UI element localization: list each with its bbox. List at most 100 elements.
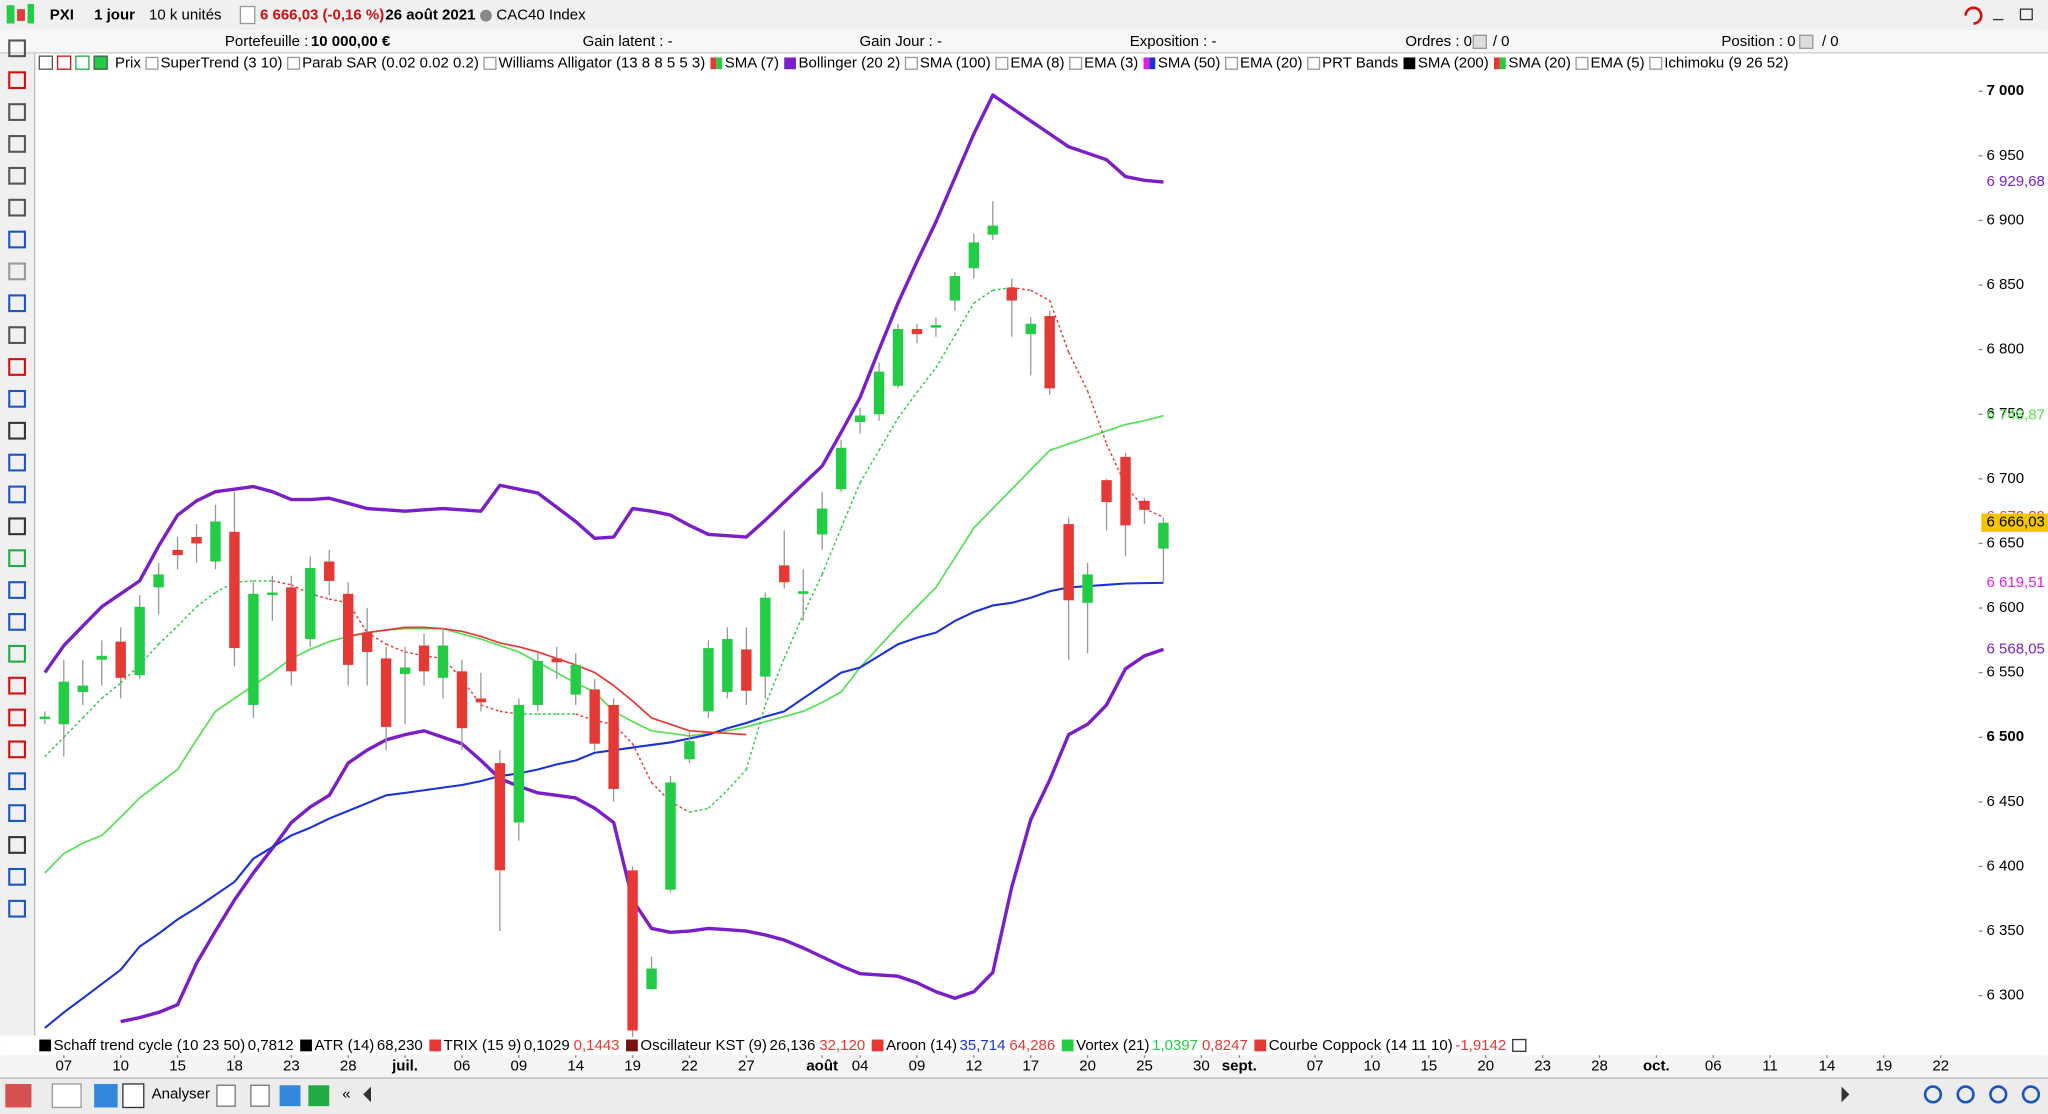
legend-swatch xyxy=(1499,57,1506,70)
orders-box[interactable] xyxy=(1472,34,1487,49)
tool-icon[interactable] xyxy=(8,135,26,153)
panel-swatch[interactable] xyxy=(300,1039,312,1052)
tool-icon[interactable] xyxy=(8,421,26,440)
x-tick-label: 18 xyxy=(226,1057,243,1074)
tool-icon[interactable] xyxy=(8,517,26,536)
panel-swatch[interactable] xyxy=(429,1039,442,1052)
legend-item[interactable]: EMA (5) xyxy=(1590,54,1644,71)
legend-icons[interactable] xyxy=(38,55,108,70)
legend-item[interactable]: PRT Bands xyxy=(1322,54,1398,71)
trend-segment xyxy=(1011,286,1031,291)
panel-name[interactable]: ATR (14) xyxy=(315,1037,375,1054)
ticker[interactable]: PXI xyxy=(50,7,74,24)
legend-checkbox[interactable] xyxy=(1307,56,1321,70)
panel-name[interactable]: Vortex (21) xyxy=(1076,1037,1149,1054)
legend-item[interactable]: Bollinger (20 2) xyxy=(799,54,901,71)
panel-swatch[interactable] xyxy=(626,1039,638,1052)
tool-icon[interactable] xyxy=(8,71,26,90)
tool-icon[interactable] xyxy=(8,804,26,822)
tool-icon[interactable] xyxy=(8,613,26,631)
legend-item[interactable]: SMA (100) xyxy=(920,54,991,71)
x-tick-label: 15 xyxy=(1421,1057,1438,1074)
panel-name[interactable]: TRIX (15 9) xyxy=(444,1037,522,1054)
candle-body xyxy=(589,689,600,744)
tool-icon[interactable] xyxy=(8,358,26,376)
y-tick-label: 6 300 xyxy=(1987,987,2025,1004)
panel-value: 1,0397 xyxy=(1152,1037,1198,1054)
info-icon[interactable] xyxy=(239,5,256,25)
indicator-line xyxy=(44,414,1164,874)
legend-checkbox[interactable] xyxy=(1224,56,1239,70)
panel-name[interactable]: Schaff trend cycle (10 23 50) xyxy=(54,1037,246,1054)
tool-icon[interactable] xyxy=(8,230,26,249)
panel-name[interactable]: Aroon (14) xyxy=(886,1037,957,1054)
candle-body xyxy=(267,592,278,596)
tool-icon[interactable] xyxy=(8,772,26,791)
drawing-tools[interactable] xyxy=(8,39,26,918)
legend-item[interactable]: EMA (20) xyxy=(1240,54,1303,71)
tool-icon[interactable] xyxy=(8,326,26,344)
tool-icon[interactable] xyxy=(8,262,26,281)
tool-icon[interactable] xyxy=(8,294,26,313)
legend-checkbox[interactable] xyxy=(904,56,918,70)
bottom-icons[interactable]: « xyxy=(5,1083,2041,1109)
legend-item[interactable]: SuperTrend (3 10) xyxy=(160,54,282,71)
status-dot xyxy=(480,9,492,22)
tool-icon[interactable] xyxy=(8,549,26,568)
tool-icon[interactable] xyxy=(8,166,26,185)
tool-icon[interactable] xyxy=(8,103,26,121)
legend-checkbox[interactable] xyxy=(1575,56,1589,70)
tool-icon[interactable] xyxy=(8,708,26,727)
legend-checkbox[interactable] xyxy=(287,56,301,70)
candle-body xyxy=(399,667,411,674)
panel-name[interactable]: Courbe Coppock (14 11 10) xyxy=(1269,1037,1453,1054)
panel-expand[interactable] xyxy=(1512,1038,1527,1052)
tool-icon[interactable] xyxy=(8,899,26,918)
panel-name[interactable]: Oscillateur KST (9) xyxy=(640,1037,766,1054)
units[interactable]: 10 k unités xyxy=(149,7,222,24)
candle-body xyxy=(286,587,297,672)
legend-item[interactable]: Parab SAR (0.02 0.02 0.2) xyxy=(302,54,479,71)
legend-item[interactable]: Williams Alligator (13 8 8 5 5 3) xyxy=(498,54,705,71)
analyse-button[interactable]: Analyser xyxy=(152,1085,210,1102)
trend-segment xyxy=(158,625,179,645)
panel-swatch[interactable] xyxy=(1061,1039,1074,1052)
legend-item[interactable]: Ichimoku (9 26 52) xyxy=(1664,54,1788,71)
x-tick-label: sept. xyxy=(1222,1057,1257,1074)
legend-item[interactable]: Prix xyxy=(115,54,141,71)
panel-swatch[interactable] xyxy=(39,1039,52,1052)
window-buttons[interactable] xyxy=(1964,6,2033,25)
panel-swatch[interactable] xyxy=(1254,1039,1267,1052)
candle-body xyxy=(968,242,980,269)
legend-item[interactable]: SMA (7) xyxy=(725,54,779,71)
legend-checkbox[interactable] xyxy=(145,56,159,70)
tool-icon[interactable] xyxy=(8,485,26,504)
tool-icon[interactable] xyxy=(8,740,26,759)
tool-icon[interactable] xyxy=(8,389,26,408)
position-box[interactable] xyxy=(1799,34,1814,49)
candle-body xyxy=(1139,500,1150,510)
tool-icon[interactable] xyxy=(8,39,26,58)
logo[interactable] xyxy=(6,3,35,24)
panel-swatch[interactable] xyxy=(871,1039,884,1052)
tool-icon[interactable] xyxy=(8,453,26,472)
legend-item[interactable]: EMA (8) xyxy=(1010,54,1064,71)
x-tick-label: 14 xyxy=(567,1057,584,1074)
legend-checkbox[interactable] xyxy=(1649,56,1663,70)
legend-checkbox[interactable] xyxy=(1069,56,1083,70)
legend-item[interactable]: SMA (50) xyxy=(1158,54,1221,71)
tool-icon[interactable] xyxy=(8,676,26,695)
tool-icon[interactable] xyxy=(8,836,26,854)
tool-icon[interactable] xyxy=(8,581,26,599)
legend-item[interactable]: SMA (20) xyxy=(1508,54,1571,71)
legend-checkbox[interactable] xyxy=(995,56,1009,70)
tool-icon[interactable] xyxy=(8,644,26,663)
period[interactable]: 1 jour xyxy=(94,7,135,24)
x-tick-label: 07 xyxy=(1307,1057,1324,1074)
tool-icon[interactable] xyxy=(8,867,26,886)
legend-checkbox[interactable] xyxy=(483,56,497,70)
legend-item[interactable]: EMA (3) xyxy=(1084,54,1138,71)
tool-icon[interactable] xyxy=(8,198,26,217)
legend-item[interactable]: SMA (200) xyxy=(1418,54,1489,71)
panel-value: 32,120 xyxy=(819,1037,865,1054)
